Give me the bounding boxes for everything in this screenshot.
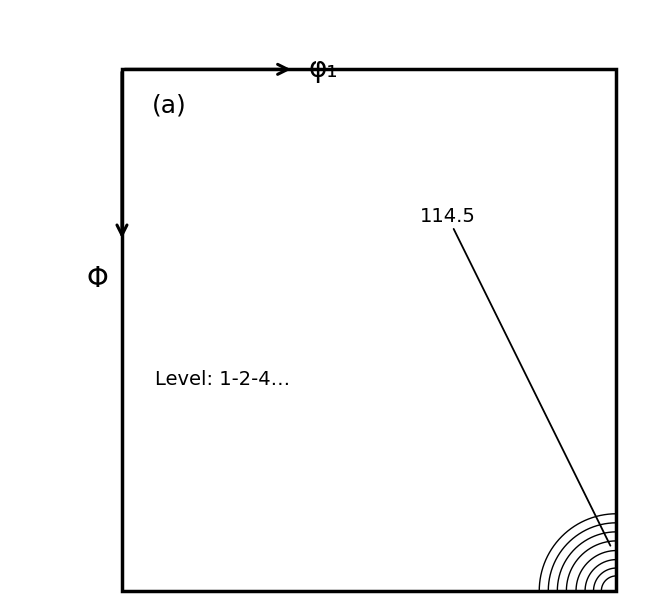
Text: φ₁: φ₁ xyxy=(309,55,339,83)
Text: 114.5: 114.5 xyxy=(420,207,610,546)
Text: Level: 1-2-4…: Level: 1-2-4… xyxy=(155,370,290,390)
Text: Φ: Φ xyxy=(87,265,109,293)
Text: (a): (a) xyxy=(152,93,187,118)
Bar xyxy=(122,69,616,591)
